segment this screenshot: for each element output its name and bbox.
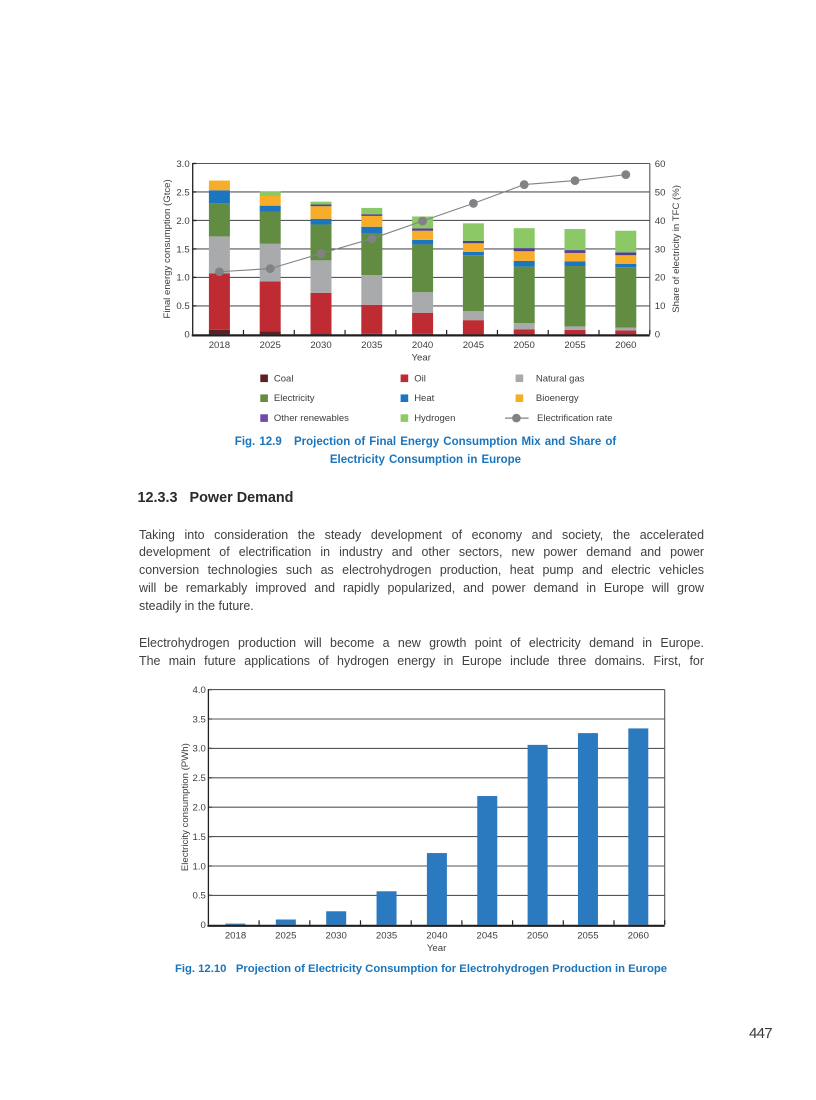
svg-text:2035: 2035 <box>361 340 382 351</box>
svg-text:20: 20 <box>655 273 666 284</box>
svg-text:4.0: 4.0 <box>193 685 206 696</box>
svg-text:2.5: 2.5 <box>176 187 189 198</box>
svg-text:Bioenergy: Bioenergy <box>536 393 579 404</box>
svg-text:2.0: 2.0 <box>176 216 189 227</box>
svg-text:2.5: 2.5 <box>193 773 206 784</box>
svg-text:2040: 2040 <box>412 340 433 351</box>
svg-text:2060: 2060 <box>628 930 649 941</box>
svg-text:2045: 2045 <box>463 340 484 351</box>
svg-text:Electricity: Electricity <box>274 393 315 404</box>
svg-text:2018: 2018 <box>225 930 246 941</box>
svg-text:50: 50 <box>655 187 666 198</box>
svg-text:0: 0 <box>655 330 660 341</box>
svg-text:Heat: Heat <box>414 393 434 404</box>
svg-text:2025: 2025 <box>260 340 281 351</box>
svg-text:2040: 2040 <box>426 930 447 941</box>
svg-text:1.0: 1.0 <box>193 861 206 872</box>
svg-text:Share of electricity in TFC (%: Share of electricity in TFC (%) <box>671 185 682 313</box>
svg-text:3.5: 3.5 <box>193 714 206 725</box>
svg-text:2055: 2055 <box>577 930 598 941</box>
svg-text:1.0: 1.0 <box>176 273 189 284</box>
svg-text:1.5: 1.5 <box>176 244 189 255</box>
svg-text:Final energy consumption (Gtce: Final energy consumption (Gtce) <box>162 179 173 318</box>
svg-text:40: 40 <box>655 216 666 227</box>
svg-text:Year: Year <box>427 943 447 954</box>
svg-text:2060: 2060 <box>615 340 636 351</box>
svg-text:0: 0 <box>201 920 206 931</box>
svg-text:Other renewables: Other renewables <box>274 413 349 424</box>
svg-text:1.5: 1.5 <box>193 832 206 843</box>
svg-text:Hydrogen: Hydrogen <box>414 413 455 424</box>
svg-text:2018: 2018 <box>209 340 230 351</box>
svg-text:Electricity consumption (PWh): Electricity consumption (PWh) <box>180 743 191 871</box>
svg-text:2.0: 2.0 <box>193 803 206 814</box>
svg-text:Natural gas: Natural gas <box>536 373 585 384</box>
svg-text:2050: 2050 <box>514 340 535 351</box>
svg-text:2030: 2030 <box>326 930 347 941</box>
svg-text:3.0: 3.0 <box>193 744 206 755</box>
svg-text:0.5: 0.5 <box>176 301 189 312</box>
svg-text:2050: 2050 <box>527 930 548 941</box>
svg-text:Electrification rate: Electrification rate <box>537 413 613 424</box>
svg-text:0: 0 <box>184 330 189 341</box>
svg-text:0.5: 0.5 <box>193 891 206 902</box>
svg-text:10: 10 <box>655 301 666 312</box>
svg-text:2035: 2035 <box>376 930 397 941</box>
svg-text:2045: 2045 <box>477 930 498 941</box>
svg-text:60: 60 <box>655 159 666 170</box>
svg-text:30: 30 <box>655 244 666 255</box>
svg-text:3.0: 3.0 <box>176 159 189 170</box>
svg-text:2055: 2055 <box>564 340 585 351</box>
svg-text:Oil: Oil <box>414 373 426 384</box>
svg-text:Coal: Coal <box>274 373 294 384</box>
svg-text:2030: 2030 <box>310 340 331 351</box>
svg-text:Year: Year <box>412 352 432 363</box>
svg-text:2025: 2025 <box>275 930 296 941</box>
